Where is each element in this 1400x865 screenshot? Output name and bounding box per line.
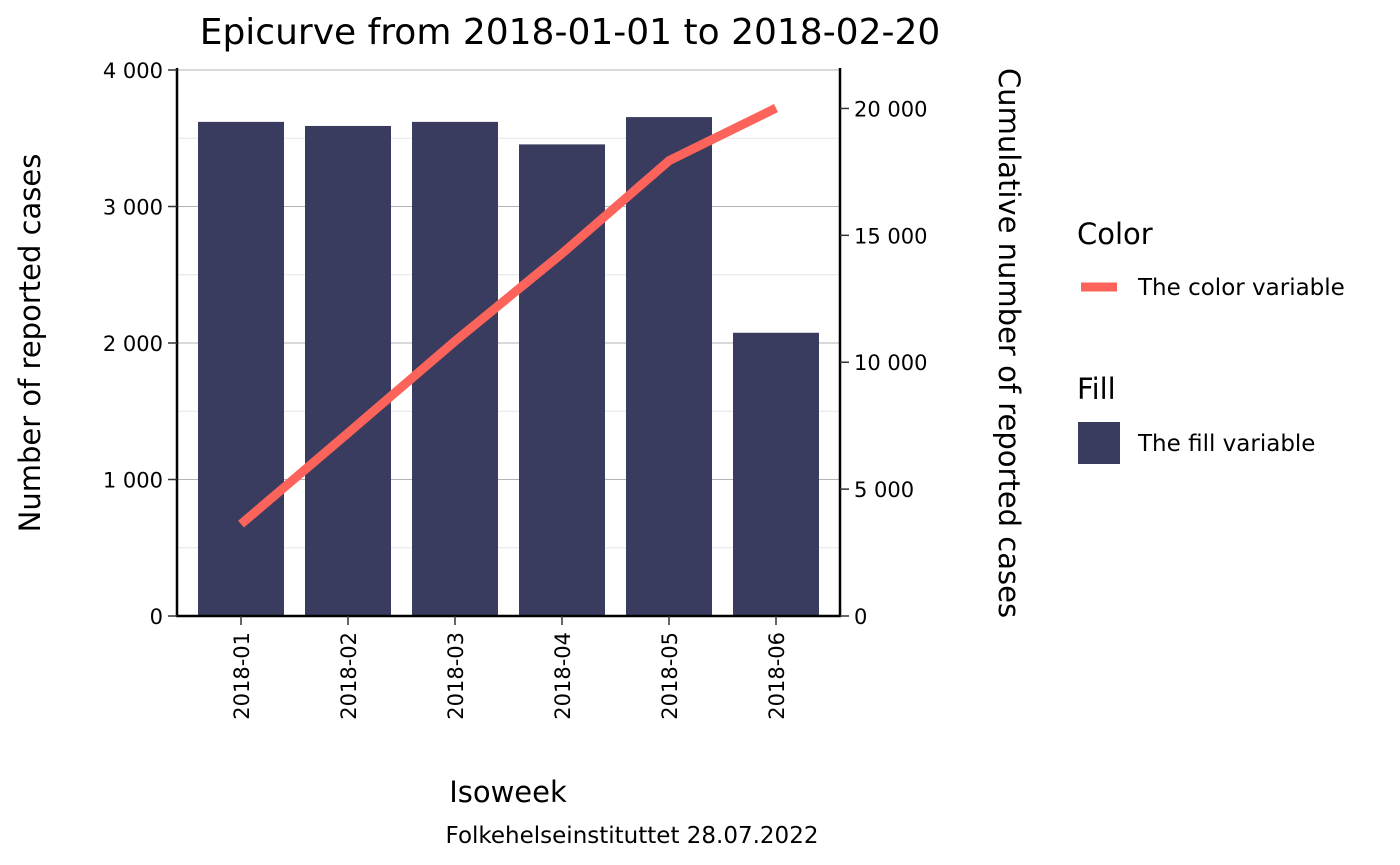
x-tick-label: 2018-06 — [765, 632, 789, 720]
x-tick-label: 2018-02 — [337, 632, 361, 720]
bar-2018-02 — [305, 125, 391, 616]
bar-2018-01 — [198, 121, 284, 617]
x-axis-ticks: 2018-01 2018-02 2018-03 2018-04 2018-05 2018-… — [230, 616, 789, 720]
bar-2018-05 — [626, 117, 712, 616]
cumulative-line — [238, 104, 778, 528]
x-tick-label: 2018-05 — [658, 632, 682, 720]
x-axis-title: Isoweek — [449, 775, 567, 809]
legend-label-color: The color variable — [1137, 275, 1345, 301]
caption: Folkehelseinstituttet 28.07.2022 — [446, 823, 819, 849]
y2-tick-label: 10 000 — [854, 351, 927, 375]
bar-series — [198, 117, 819, 617]
y2-tick-label: 5 000 — [854, 478, 914, 502]
x-tick-label: 2018-04 — [551, 632, 575, 720]
line-series — [238, 104, 778, 528]
y2-tick-label: 20 000 — [854, 97, 927, 121]
legend-title-color: Color — [1077, 217, 1153, 251]
legend-title-fill: Fill — [1077, 372, 1116, 406]
y-axis-title: Number of reported cases — [13, 154, 47, 533]
legend-label-fill: The fill variable — [1137, 431, 1315, 457]
y-tick-label: 3 000 — [103, 196, 163, 220]
y-tick-label: 1 000 — [103, 469, 163, 493]
y2-tick-label: 0 — [854, 605, 867, 629]
chart-title: Epicurve from 2018-01-01 to 2018-02-20 — [200, 12, 941, 53]
right-axis-ticks: 0 5 000 10 000 15 000 20 000 — [840, 97, 927, 629]
y-tick-label: 2 000 — [103, 332, 163, 356]
legend-key-fill — [1078, 422, 1120, 464]
y2-tick-label: 15 000 — [854, 224, 927, 248]
bar-2018-06 — [733, 332, 819, 616]
x-tick-label: 2018-01 — [230, 632, 254, 720]
y-tick-label: 4 000 — [103, 59, 163, 83]
y2-axis-title: Cumulative number of reported cases — [992, 68, 1026, 618]
y-tick-label: 0 — [150, 605, 163, 629]
bar-2018-04 — [519, 144, 605, 616]
x-tick-label: 2018-03 — [444, 632, 468, 720]
left-axis-ticks: 0 1 000 2 000 3 000 4 000 — [103, 59, 177, 629]
legend: Color The color variable Fill The fill v… — [1077, 217, 1345, 464]
